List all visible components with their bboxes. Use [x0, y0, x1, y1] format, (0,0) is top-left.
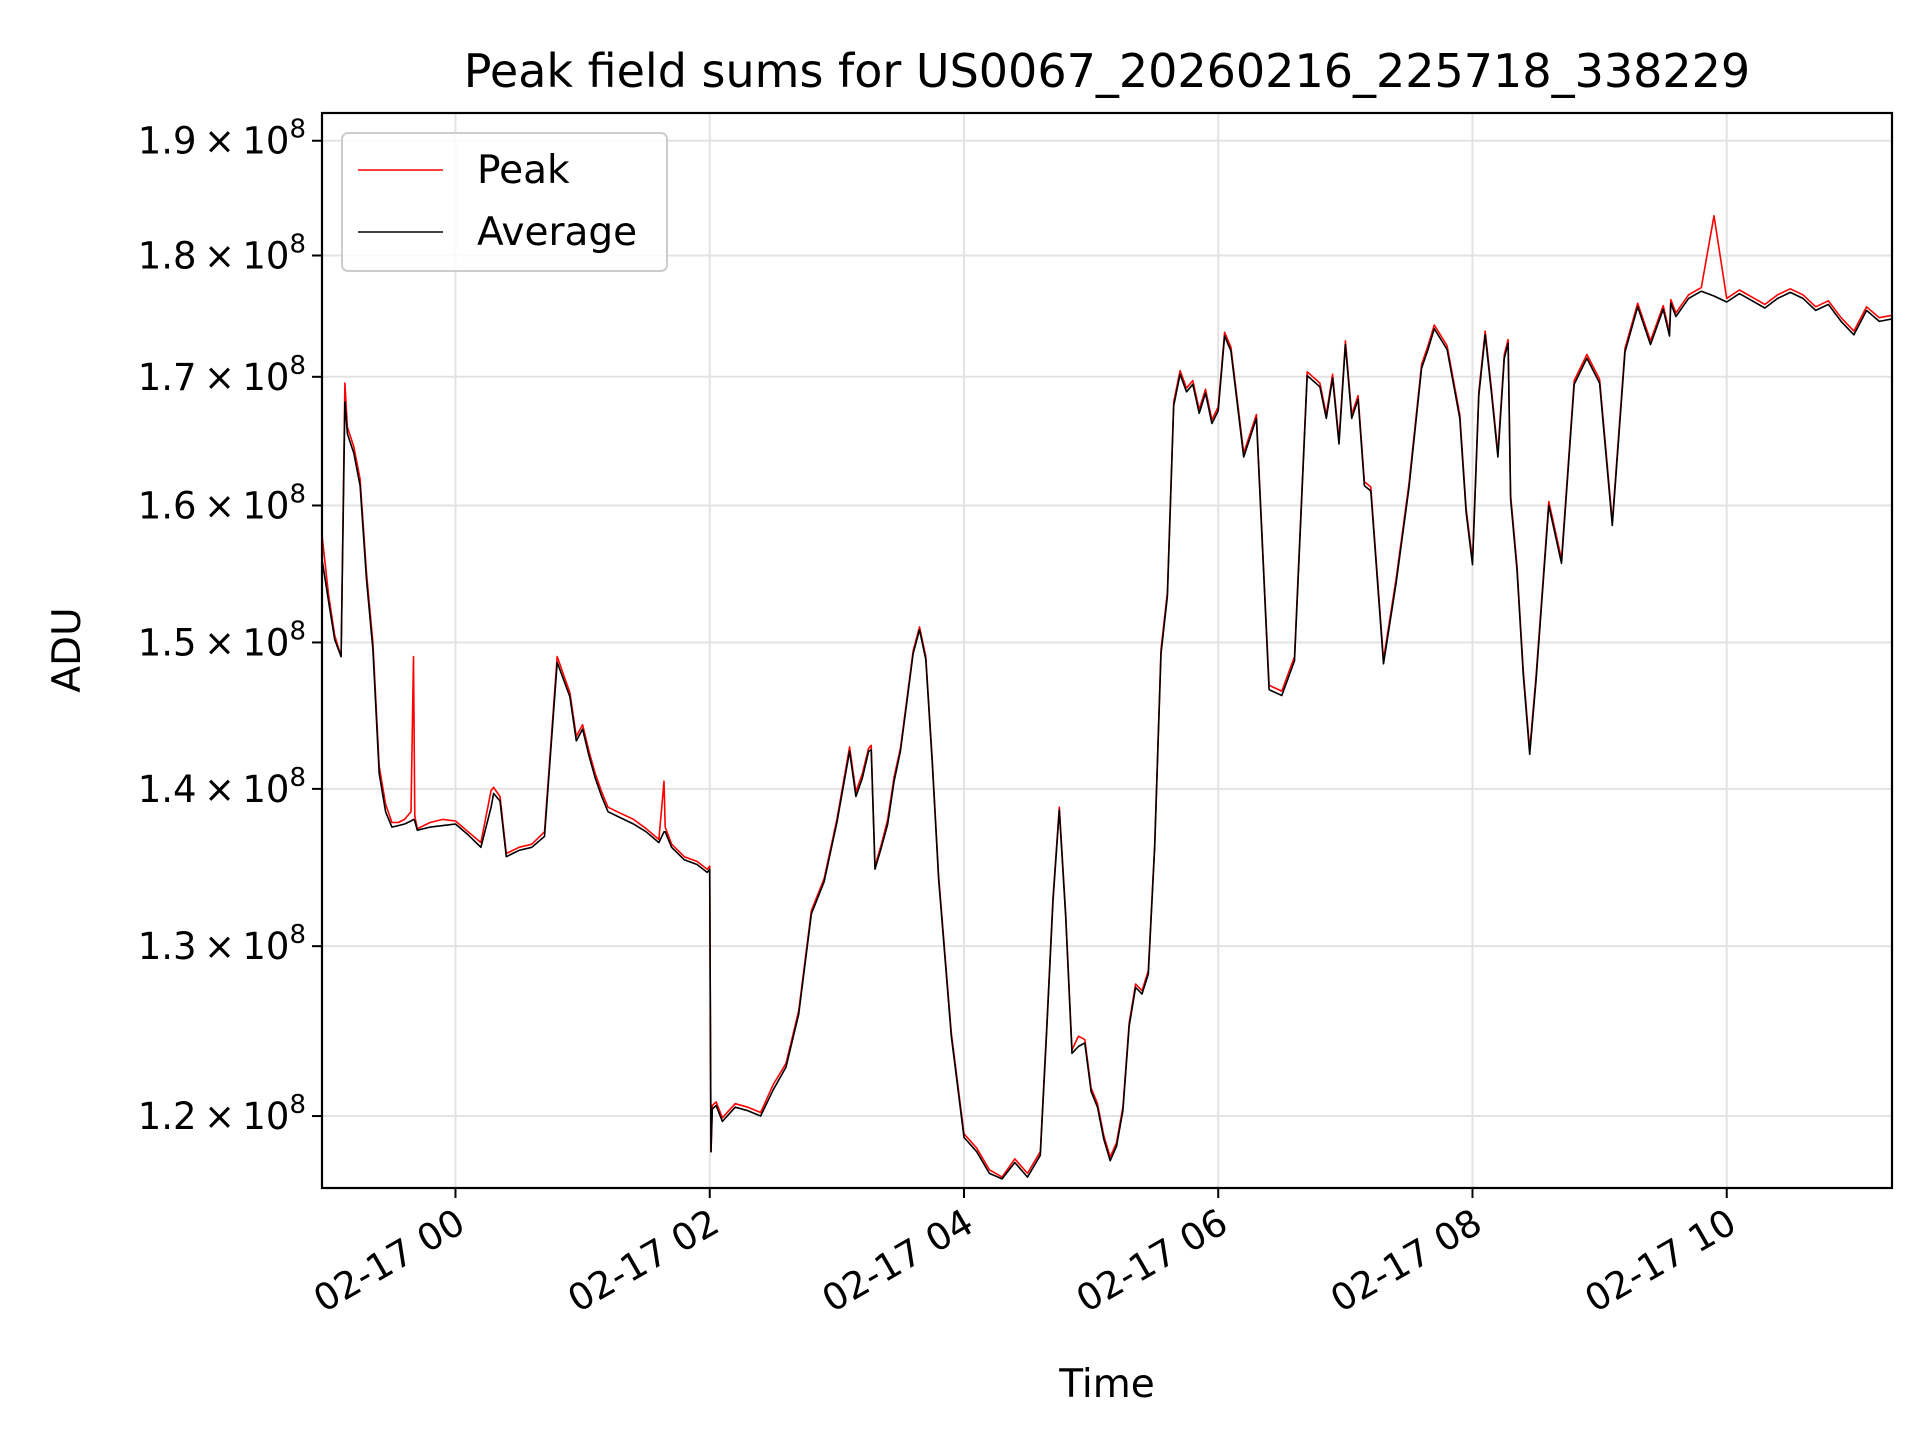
x-axis-label: Time	[1058, 1362, 1154, 1407]
ticks: 1.2 × 108 1.3 × 108 1.4 × 108 1.5 × 108 1.6 …	[138, 115, 1744, 1321]
legend-label-average: Average	[477, 210, 637, 255]
y-tick-label: 1.9 × 108	[138, 115, 306, 163]
legend-label-peak: Peak	[477, 148, 570, 193]
series-layer	[322, 215, 1892, 1180]
legend: Peak Average	[341, 132, 668, 272]
legend-box	[341, 132, 668, 272]
axes-frame	[320, 111, 1894, 1190]
y-tick-label: 1.5 × 108	[138, 616, 306, 664]
series-line-average	[322, 290, 1892, 1180]
y-tick-label: 1.7 × 108	[138, 351, 306, 399]
y-tick-label: 1.8 × 108	[138, 229, 306, 277]
y-axis-label: ADU	[45, 607, 90, 692]
y-tick-label: 1.2 × 108	[138, 1090, 306, 1138]
y-tick-label: 1.4 × 108	[138, 763, 306, 811]
y-tick-label: 1.3 × 108	[138, 920, 306, 968]
y-tick-label: 1.6 × 108	[138, 479, 306, 527]
chart-title: Peak field sums for US0067_20260216_2257…	[464, 44, 1750, 98]
